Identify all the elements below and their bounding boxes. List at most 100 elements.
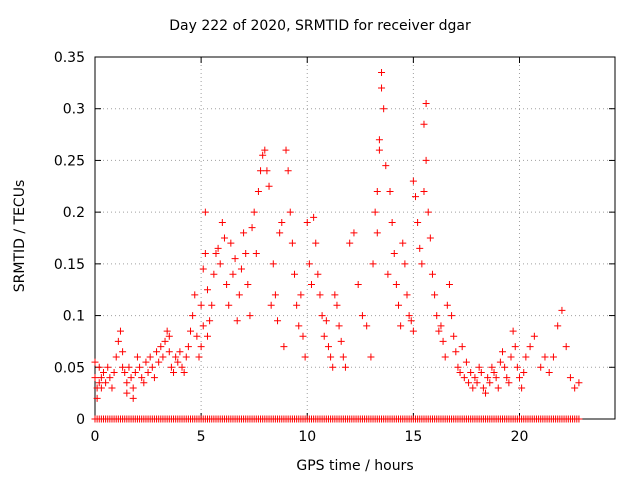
data-point <box>571 384 579 392</box>
x-tick-label: 15 <box>404 429 422 445</box>
data-point <box>333 301 341 309</box>
data-point <box>471 374 479 382</box>
data-point <box>280 343 288 351</box>
data-point <box>450 332 458 340</box>
data-point <box>223 281 231 289</box>
data-point <box>545 368 553 376</box>
data-point <box>218 218 226 226</box>
data-point <box>401 260 409 268</box>
data-point <box>492 374 500 382</box>
data-point <box>399 239 407 247</box>
data-point <box>496 358 504 366</box>
data-point <box>201 250 209 258</box>
data-point <box>363 322 371 330</box>
data-point <box>259 151 267 159</box>
y-tick-label: 0.15 <box>54 257 85 273</box>
data-point <box>511 343 519 351</box>
data-point <box>554 322 562 330</box>
data-point <box>197 301 205 309</box>
data-point <box>91 358 99 366</box>
data-point <box>252 250 260 258</box>
data-point <box>199 265 207 273</box>
data-point <box>426 234 434 242</box>
data-point <box>133 353 141 361</box>
data-point <box>520 368 528 376</box>
data-point <box>431 291 439 299</box>
data-point <box>454 363 462 371</box>
data-point <box>165 332 173 340</box>
data-point <box>261 146 269 154</box>
data-point <box>242 250 250 258</box>
data-point <box>354 281 362 289</box>
data-point <box>473 379 481 387</box>
data-point <box>235 291 243 299</box>
y-tick-label: 0.2 <box>63 205 85 221</box>
data-point <box>494 384 502 392</box>
data-point <box>324 343 332 351</box>
data-point <box>462 358 470 366</box>
data-point <box>231 255 239 263</box>
data-point <box>395 301 403 309</box>
data-point <box>286 208 294 216</box>
data-point <box>378 69 386 77</box>
x-tick-label: 20 <box>511 429 529 445</box>
data-point <box>484 374 492 382</box>
data-point <box>422 100 430 108</box>
data-point <box>433 312 441 320</box>
data-point <box>339 353 347 361</box>
data-point <box>237 265 245 273</box>
data-point <box>254 187 262 195</box>
data-point <box>295 322 303 330</box>
data-point <box>460 374 468 382</box>
data-point <box>191 291 199 299</box>
data-point <box>108 384 116 392</box>
data-point <box>278 218 286 226</box>
data-point <box>161 337 169 345</box>
data-point <box>99 368 107 376</box>
data-point <box>418 260 426 268</box>
data-point <box>530 332 538 340</box>
data-point <box>416 244 424 252</box>
data-point <box>458 343 466 351</box>
data-point <box>263 167 271 175</box>
data-point <box>456 368 464 376</box>
data-point <box>384 270 392 278</box>
data-point <box>182 353 190 361</box>
data-point <box>469 384 477 392</box>
data-point <box>320 332 328 340</box>
data-point <box>505 379 513 387</box>
data-point <box>501 363 509 371</box>
data-point <box>97 374 105 382</box>
x-axis-label: GPS time / hours <box>296 458 414 474</box>
plot-frame <box>94 56 616 420</box>
data-point <box>293 301 301 309</box>
data-point <box>369 260 377 268</box>
y-tick-label: 0.35 <box>54 50 85 66</box>
data-point <box>248 224 256 232</box>
data-point <box>159 353 167 361</box>
data-point <box>233 317 241 325</box>
data-point <box>373 187 381 195</box>
data-point <box>123 389 131 397</box>
x-tick-label: 5 <box>197 429 206 445</box>
data-point <box>184 343 192 351</box>
data-point <box>375 136 383 144</box>
data-point <box>390 250 398 258</box>
data-point <box>216 260 224 268</box>
data-point <box>274 317 282 325</box>
data-point <box>102 379 110 387</box>
data-point <box>428 270 436 278</box>
x-tick-label: 10 <box>298 429 316 445</box>
data-point <box>452 348 460 356</box>
data-point <box>350 229 358 237</box>
data-point <box>172 353 180 361</box>
data-point <box>477 368 485 376</box>
data-point <box>388 218 396 226</box>
data-point <box>129 394 137 402</box>
data-point <box>203 286 211 294</box>
data-point <box>153 348 161 356</box>
data-point <box>424 208 432 216</box>
data-point <box>125 363 133 371</box>
data-point <box>386 187 394 195</box>
